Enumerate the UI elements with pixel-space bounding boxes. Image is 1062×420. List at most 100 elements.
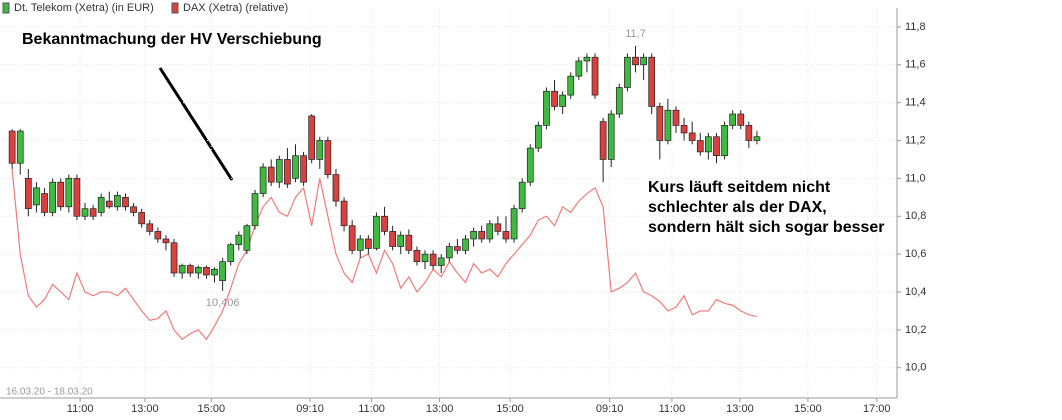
value-annotation: 11,7 xyxy=(625,28,646,40)
candle-body xyxy=(275,159,283,183)
candle-body xyxy=(632,56,639,66)
y-tick-label: 11,2 xyxy=(905,134,926,146)
y-tick-label: 10,2 xyxy=(905,324,926,336)
y-tick-label: 10,4 xyxy=(905,286,926,298)
candle-body xyxy=(243,225,251,251)
candle-body xyxy=(105,200,113,208)
candle-body xyxy=(753,136,761,141)
candle-body xyxy=(437,257,445,266)
y-tick-label: 10,6 xyxy=(905,248,926,260)
candle-body xyxy=(421,253,429,263)
candle-body xyxy=(510,208,518,240)
candle-body xyxy=(648,56,656,107)
candle-body xyxy=(162,238,170,244)
y-tick-label: 10,0 xyxy=(905,362,926,374)
candle-body xyxy=(81,208,89,217)
annotation: schlechter als der DAX, xyxy=(648,199,827,216)
candle-body xyxy=(559,94,566,107)
candle-body xyxy=(696,140,704,153)
legend-swatch xyxy=(2,2,10,14)
x-tick-label: 13:00 xyxy=(426,403,454,415)
candle-body xyxy=(89,208,97,217)
candle-body xyxy=(41,193,48,213)
candle-body xyxy=(575,60,583,77)
candle-body xyxy=(194,267,202,274)
candle-body xyxy=(721,125,728,157)
candle-body xyxy=(729,113,737,126)
candle-body xyxy=(551,90,558,107)
candle-body xyxy=(381,215,388,232)
x-tick-label: 09:10 xyxy=(596,403,624,415)
candle-body xyxy=(57,181,65,208)
candle-body xyxy=(405,234,413,251)
annotation: sondern hält sich sogar besser xyxy=(648,219,885,236)
candle-body xyxy=(332,174,340,202)
candle-body xyxy=(308,115,316,160)
candle-body xyxy=(340,200,348,227)
candle-body xyxy=(397,234,405,247)
candle-body xyxy=(259,166,267,194)
candle-body xyxy=(348,225,356,251)
candle-body xyxy=(292,155,299,179)
candle-body xyxy=(502,231,510,240)
candle-body xyxy=(16,130,24,164)
candle-body xyxy=(462,238,469,251)
candle-body xyxy=(365,238,372,249)
candle-body xyxy=(478,231,486,240)
candle-body xyxy=(624,56,631,88)
candle-body xyxy=(170,242,178,274)
candle-body xyxy=(389,231,396,247)
candle-body xyxy=(65,178,73,208)
candle-body xyxy=(680,125,688,134)
candle-body xyxy=(470,231,477,240)
candle-body xyxy=(130,206,137,213)
candle-body xyxy=(114,195,121,208)
candle-body xyxy=(413,249,421,263)
annotation: Bekanntmachung der HV Verschiebung xyxy=(22,31,322,48)
x-tick-label: 11:00 xyxy=(67,403,94,415)
candle-body xyxy=(583,56,591,62)
candle-body xyxy=(526,147,534,183)
arrow xyxy=(158,67,234,181)
candle-body xyxy=(543,90,550,126)
candle-body xyxy=(211,268,218,276)
legend-label: Dt. Telekom (Xetra) (in EUR) xyxy=(14,2,154,14)
y-tick-label: 11,6 xyxy=(905,59,926,71)
x-tick-label: 11:00 xyxy=(659,403,686,415)
candle-body xyxy=(122,196,129,208)
candle-body xyxy=(445,246,453,259)
x-tick-label: 09:10 xyxy=(296,403,324,415)
y-tick-label: 11,4 xyxy=(905,97,926,109)
candle-body xyxy=(664,109,672,141)
x-tick-label: 13:00 xyxy=(131,403,159,415)
candle-body xyxy=(688,132,696,141)
candle-body xyxy=(73,178,81,217)
candle-body xyxy=(138,212,146,225)
value-annotation: 10,406 xyxy=(206,297,240,309)
x-tick-label: 15:00 xyxy=(496,403,524,415)
candle-body xyxy=(373,215,380,249)
candle-body xyxy=(316,140,324,160)
candle-body xyxy=(705,136,712,153)
candle-body xyxy=(656,106,664,141)
candle-body xyxy=(713,136,720,157)
candle-body xyxy=(219,261,226,281)
candle-body xyxy=(599,121,607,160)
candle-body xyxy=(615,87,623,115)
candle-body xyxy=(235,234,243,246)
x-tick-label: 15:00 xyxy=(794,403,822,415)
candle-body xyxy=(284,159,291,185)
x-tick-label: 11:00 xyxy=(358,403,385,415)
y-tick-label: 11,8 xyxy=(905,21,926,33)
candle-body xyxy=(356,238,364,251)
candle-body xyxy=(745,125,753,141)
candle-body xyxy=(267,166,275,183)
candle-body xyxy=(178,265,186,274)
candle-body xyxy=(251,193,259,227)
candle-body xyxy=(737,113,745,126)
x-tick-label: 15:00 xyxy=(198,403,226,415)
candle-body xyxy=(24,178,32,210)
candle-body xyxy=(486,223,494,240)
candle-body xyxy=(454,246,461,251)
